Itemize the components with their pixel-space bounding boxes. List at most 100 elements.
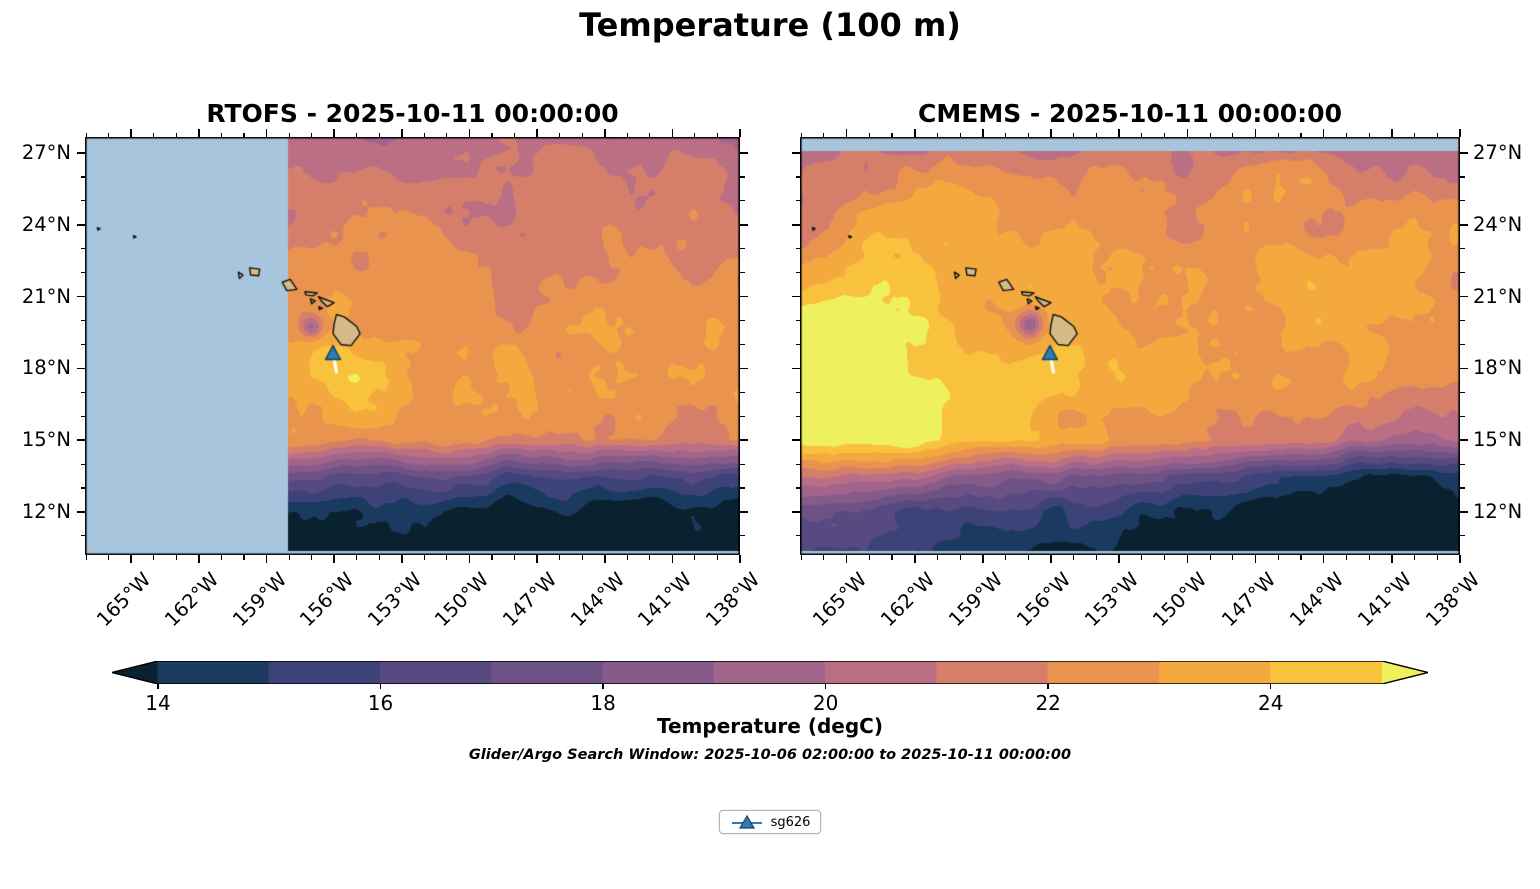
lat-minor-tick — [740, 487, 745, 489]
lat-minor-tick — [795, 391, 800, 393]
lon-minor-tick — [311, 555, 313, 560]
lon-major-tick — [1118, 555, 1120, 563]
colorbar-segment — [268, 661, 382, 684]
lon-minor-tick — [1141, 132, 1143, 137]
lon-minor-tick — [1164, 132, 1166, 137]
lon-minor-tick — [513, 132, 516, 137]
lon-minor-tick — [1232, 555, 1234, 560]
lon-tick-label: 162°W — [160, 568, 224, 632]
lat-minor-tick — [795, 176, 800, 178]
lat-major-tick — [77, 224, 85, 226]
lon-major-tick — [1118, 129, 1120, 137]
lon-minor-tick — [108, 555, 110, 560]
legend: sg626 — [0, 810, 1540, 834]
lon-tick-label: 162°W — [875, 568, 939, 632]
lon-minor-tick — [1277, 555, 1279, 560]
lon-tick-label: 138°W — [1421, 568, 1485, 632]
lon-tick-label: 156°W — [295, 568, 359, 632]
lon-tick-label: 153°W — [362, 568, 427, 632]
lon-tick-label: 156°W — [1012, 568, 1076, 632]
colorbar-tick-label: 20 — [812, 691, 839, 715]
lon-minor-tick — [1345, 132, 1347, 137]
lat-tick-label: 15°N — [21, 428, 71, 452]
lon-minor-tick — [1027, 132, 1029, 137]
lat-minor-tick — [80, 343, 85, 345]
lat-tick-label: 21°N — [1473, 284, 1523, 308]
lon-minor-tick — [1414, 132, 1416, 137]
lon-major-tick — [265, 555, 268, 563]
lat-minor-tick — [1460, 319, 1465, 322]
lon-major-tick — [913, 129, 916, 137]
lat-major-tick — [1460, 367, 1468, 370]
lon-tick-label: 165°W — [807, 568, 871, 632]
lon-minor-tick — [1095, 132, 1098, 137]
lat-tick-label: 12°N — [21, 499, 71, 523]
lat-tick-label: 18°N — [1473, 356, 1523, 380]
colorbar-tick — [1047, 684, 1049, 689]
colorbar-tick-label: 14 — [145, 691, 171, 715]
lat-minor-tick — [795, 248, 800, 250]
lat-minor-tick — [1460, 176, 1465, 178]
lon-major-tick — [1186, 129, 1189, 137]
lat-minor-tick — [795, 463, 800, 465]
lon-minor-tick — [1141, 555, 1143, 560]
lon-major-tick — [1254, 129, 1257, 137]
lat-minor-tick — [795, 343, 800, 345]
lon-minor-tick — [959, 555, 961, 560]
lat-minor-tick — [795, 415, 800, 417]
panel-title-rtofs: RTOFS - 2025-10-11 00:00:00 — [206, 99, 619, 128]
lon-minor-tick — [800, 555, 802, 560]
colorbar-tick-label: 16 — [367, 691, 394, 715]
lon-minor-tick — [175, 132, 177, 137]
search-window-subtitle: Glider/Argo Search Window: 2025-10-06 02… — [468, 747, 1072, 763]
colorbar-tick-label: 24 — [1257, 691, 1284, 715]
lat-minor-tick — [795, 200, 800, 202]
lat-minor-tick — [1460, 463, 1465, 465]
lat-minor-tick — [80, 487, 85, 489]
lat-minor-tick — [795, 319, 800, 322]
colorbar-label: Temperature (degC) — [657, 714, 883, 738]
lon-minor-tick — [356, 555, 358, 560]
lon-minor-tick — [356, 132, 358, 137]
lon-minor-tick — [243, 555, 245, 560]
lat-minor-tick — [740, 319, 745, 322]
lon-minor-tick — [1005, 132, 1007, 137]
colorbar-segment — [1047, 661, 1160, 684]
lat-major-tick — [792, 152, 800, 154]
lat-minor-tick — [80, 272, 85, 274]
lon-tick-label: 159°W — [944, 568, 1008, 632]
lon-minor-tick — [1209, 132, 1211, 137]
colorbar-tick — [824, 684, 827, 689]
lon-major-tick — [1322, 555, 1325, 563]
lon-minor-tick — [649, 555, 651, 560]
glider-marker-icon — [731, 814, 762, 829]
lon-tick-label: 138°W — [701, 568, 765, 632]
lon-minor-tick — [220, 555, 222, 560]
lat-major-tick — [77, 152, 85, 154]
lon-minor-tick — [626, 132, 628, 137]
lon-minor-tick — [243, 132, 245, 137]
colorbar-segment — [1382, 661, 1428, 684]
lon-minor-tick — [1345, 555, 1347, 560]
lon-minor-tick — [85, 555, 87, 560]
lat-minor-tick — [80, 200, 85, 202]
lat-major-tick — [792, 367, 800, 370]
colorbar-segment — [713, 661, 827, 684]
colorbar-segment — [1158, 661, 1272, 684]
lat-minor-tick — [740, 176, 745, 178]
lat-tick-label: 24°N — [21, 212, 71, 236]
lat-tick-label: 27°N — [1473, 141, 1523, 165]
lon-minor-tick — [378, 132, 380, 137]
lon-minor-tick — [1436, 555, 1438, 560]
lon-minor-tick — [1414, 555, 1416, 560]
lat-minor-tick — [80, 176, 85, 178]
lat-minor-tick — [80, 391, 85, 393]
lon-major-tick — [982, 555, 984, 563]
lon-minor-tick — [220, 132, 222, 137]
lon-minor-tick — [868, 555, 870, 560]
lat-minor-tick — [740, 248, 745, 250]
lat-minor-tick — [795, 487, 800, 489]
lon-major-tick — [400, 555, 403, 563]
lat-minor-tick — [795, 272, 800, 274]
lat-major-tick — [77, 439, 85, 441]
